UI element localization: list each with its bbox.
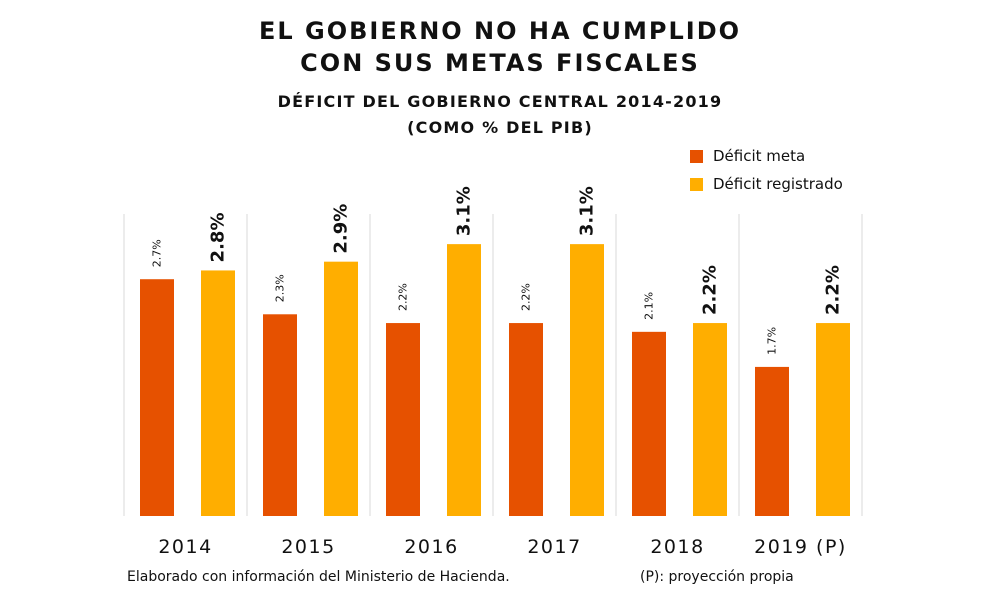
x-tick-label: 2019 (P)	[754, 536, 847, 558]
data-label-registrado: 2.9%	[331, 204, 352, 254]
footnote: Elaborado con información del Ministerio…	[127, 569, 510, 585]
bar-meta	[509, 323, 543, 516]
chart-title: EL GOBIERNO NO HA CUMPLIDO	[258, 17, 742, 45]
bar-meta	[263, 314, 297, 516]
data-label-meta: 2.2%	[397, 283, 410, 311]
footnote-right: (P): proyección propia	[640, 569, 794, 585]
data-label-registrado: 2.8%	[208, 213, 229, 263]
legend-label-meta: Déficit meta	[713, 147, 806, 165]
bar-registrado	[570, 244, 604, 516]
data-label-meta: 2.1%	[643, 292, 656, 320]
data-label-registrado: 2.2%	[823, 265, 844, 315]
legend-swatch-registrado	[690, 177, 703, 191]
bar-meta	[755, 366, 789, 516]
x-tick-label: 2015	[281, 536, 335, 558]
bar-registrado	[447, 244, 481, 516]
data-label-meta: 2.2%	[520, 283, 533, 311]
bar-meta	[386, 323, 420, 516]
bar-meta	[140, 279, 174, 516]
legend-label-registrado: Déficit registrado	[713, 175, 843, 193]
legend-item-registrado: Déficit registrado	[690, 170, 843, 198]
legend-item-meta: Déficit meta	[690, 142, 843, 170]
x-tick-label: 2014	[158, 536, 212, 558]
data-label-meta: 2.3%	[274, 274, 287, 302]
x-tick-label: 2018	[650, 536, 704, 558]
bar-registrado	[201, 270, 235, 516]
bar-registrado	[816, 323, 850, 516]
legend: Déficit meta Déficit registrado	[690, 142, 843, 198]
x-tick-label: 2016	[404, 536, 458, 558]
chart-subtitle-line2: (COMO % DEL PIB)	[407, 118, 593, 137]
bar-registrado	[693, 323, 727, 516]
data-label-registrado: 3.1%	[454, 186, 475, 236]
chart-subtitle: DÉFICIT DEL GOBIERNO CENTRAL 2014-2019	[277, 92, 723, 111]
legend-swatch-meta	[690, 149, 703, 163]
chart-title-line2: CON SUS METAS FISCALES	[300, 49, 700, 77]
bar-meta	[632, 331, 666, 516]
bar-registrado	[324, 261, 358, 516]
data-label-meta: 2.7%	[151, 239, 164, 267]
data-label-registrado: 3.1%	[577, 186, 598, 236]
x-tick-label: 2017	[527, 536, 581, 558]
data-label-meta: 1.7%	[766, 327, 779, 355]
data-label-registrado: 2.2%	[700, 265, 721, 315]
